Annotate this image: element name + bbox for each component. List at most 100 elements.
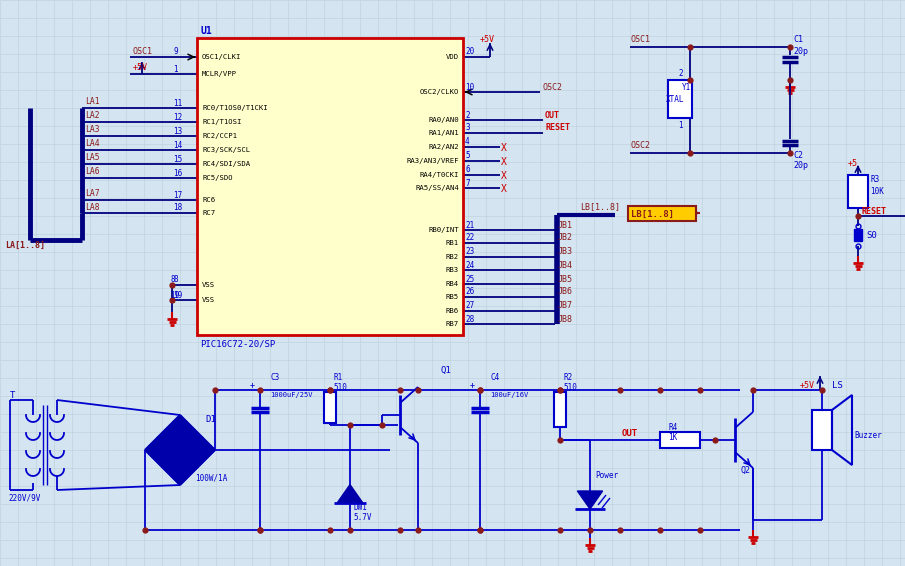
Text: +5V: +5V xyxy=(800,380,815,389)
Text: 100W/1A: 100W/1A xyxy=(195,474,227,482)
Text: 24: 24 xyxy=(465,260,474,269)
Text: S0: S0 xyxy=(866,231,877,241)
Text: Q2: Q2 xyxy=(740,465,750,474)
Text: RC3/SCK/SCL: RC3/SCK/SCL xyxy=(202,147,250,153)
Text: JB6: JB6 xyxy=(558,288,573,297)
Text: 100uF/16V: 100uF/16V xyxy=(490,392,529,398)
Text: RA4/T0CKI: RA4/T0CKI xyxy=(420,172,459,178)
Text: T: T xyxy=(10,391,15,400)
Text: RB5: RB5 xyxy=(446,294,459,300)
Text: X: X xyxy=(501,143,507,153)
Polygon shape xyxy=(338,484,363,503)
Text: Power: Power xyxy=(595,470,618,479)
Text: OSC1: OSC1 xyxy=(630,36,650,45)
Polygon shape xyxy=(180,415,215,450)
Text: 9: 9 xyxy=(173,48,177,57)
Text: 20p: 20p xyxy=(793,161,808,170)
Text: +5V: +5V xyxy=(480,36,495,45)
Text: RB2: RB2 xyxy=(446,254,459,260)
Bar xyxy=(812,410,832,450)
Text: RB0/INT: RB0/INT xyxy=(428,227,459,233)
Text: 20p: 20p xyxy=(793,48,808,57)
Text: RA5/SS/AN4: RA5/SS/AN4 xyxy=(415,185,459,191)
Text: LA4: LA4 xyxy=(85,139,100,148)
Text: 3: 3 xyxy=(465,123,470,132)
Text: +5: +5 xyxy=(848,158,858,168)
Text: LA1: LA1 xyxy=(85,97,100,106)
Text: +: + xyxy=(470,380,475,389)
Text: RB1: RB1 xyxy=(446,240,459,246)
Text: X: X xyxy=(501,184,507,194)
Text: 1K: 1K xyxy=(668,432,677,441)
Text: C4: C4 xyxy=(490,374,500,383)
Text: LA7: LA7 xyxy=(85,190,100,199)
Text: 19: 19 xyxy=(170,290,179,299)
Text: 13: 13 xyxy=(173,126,182,135)
Text: RA2/AN2: RA2/AN2 xyxy=(428,144,459,150)
Text: OSC1/CLKI: OSC1/CLKI xyxy=(202,54,242,60)
Text: VDD: VDD xyxy=(446,54,459,60)
Text: PIC16C72-20/SP: PIC16C72-20/SP xyxy=(200,340,275,349)
Text: OSC1: OSC1 xyxy=(132,46,152,55)
Text: 10: 10 xyxy=(465,83,474,92)
Text: 1: 1 xyxy=(678,122,682,131)
Text: C3: C3 xyxy=(270,374,280,383)
Text: JB1: JB1 xyxy=(558,221,573,229)
Text: LB[1..8]: LB[1..8] xyxy=(631,209,674,218)
Text: RA0/AN0: RA0/AN0 xyxy=(428,117,459,123)
Text: OSC2: OSC2 xyxy=(630,142,650,151)
Text: RESET: RESET xyxy=(861,207,886,216)
Text: C2: C2 xyxy=(793,152,803,161)
Bar xyxy=(660,432,700,448)
Text: RB6: RB6 xyxy=(446,308,459,314)
Text: 10K: 10K xyxy=(870,187,884,195)
Polygon shape xyxy=(145,415,180,450)
Text: OSC2/CLKO: OSC2/CLKO xyxy=(420,89,459,95)
Polygon shape xyxy=(180,450,215,485)
Text: 510: 510 xyxy=(563,384,576,392)
Text: DW1: DW1 xyxy=(353,504,367,512)
Text: 15: 15 xyxy=(173,155,182,164)
Text: LA5: LA5 xyxy=(85,153,100,162)
Text: 20: 20 xyxy=(465,48,474,57)
Text: 2: 2 xyxy=(678,70,682,79)
Text: 18: 18 xyxy=(173,204,182,212)
Text: RESET: RESET xyxy=(545,123,570,132)
Text: X: X xyxy=(501,171,507,181)
Text: U1: U1 xyxy=(200,26,212,36)
Text: Y1: Y1 xyxy=(682,84,691,92)
Text: 5: 5 xyxy=(465,152,470,161)
Bar xyxy=(554,392,566,427)
Text: 1: 1 xyxy=(173,65,177,74)
Text: 23: 23 xyxy=(465,247,474,256)
Polygon shape xyxy=(577,491,603,509)
Text: RC0/T1OS0/T1CKI: RC0/T1OS0/T1CKI xyxy=(202,105,268,111)
Bar xyxy=(197,38,463,335)
Text: Q1: Q1 xyxy=(440,366,451,375)
Text: RA3/AN3/VREF: RA3/AN3/VREF xyxy=(406,158,459,164)
Text: LA8: LA8 xyxy=(85,203,100,212)
Text: RA1/AN1: RA1/AN1 xyxy=(428,130,459,136)
Text: R2: R2 xyxy=(563,374,572,383)
Text: D1: D1 xyxy=(205,415,215,424)
Text: 5.7V: 5.7V xyxy=(353,513,371,522)
Text: RC1/T1OSI: RC1/T1OSI xyxy=(202,119,242,125)
Text: R1: R1 xyxy=(333,374,342,383)
Text: 22: 22 xyxy=(465,234,474,242)
Bar xyxy=(668,80,692,118)
Text: 25: 25 xyxy=(465,275,474,284)
Text: X: X xyxy=(501,157,507,167)
Text: JB3: JB3 xyxy=(558,247,573,256)
Text: VSS: VSS xyxy=(202,282,215,288)
Text: 11: 11 xyxy=(173,98,182,108)
Text: 28: 28 xyxy=(465,315,474,324)
Text: C1: C1 xyxy=(793,35,803,44)
Text: LA3: LA3 xyxy=(85,126,100,135)
Text: 2: 2 xyxy=(465,110,470,119)
Text: 510: 510 xyxy=(333,384,347,392)
Text: JB5: JB5 xyxy=(558,275,573,284)
Text: OUT: OUT xyxy=(545,110,560,119)
Text: RB7: RB7 xyxy=(446,321,459,327)
Text: LS: LS xyxy=(832,380,843,389)
Text: Buzzer: Buzzer xyxy=(854,431,881,440)
